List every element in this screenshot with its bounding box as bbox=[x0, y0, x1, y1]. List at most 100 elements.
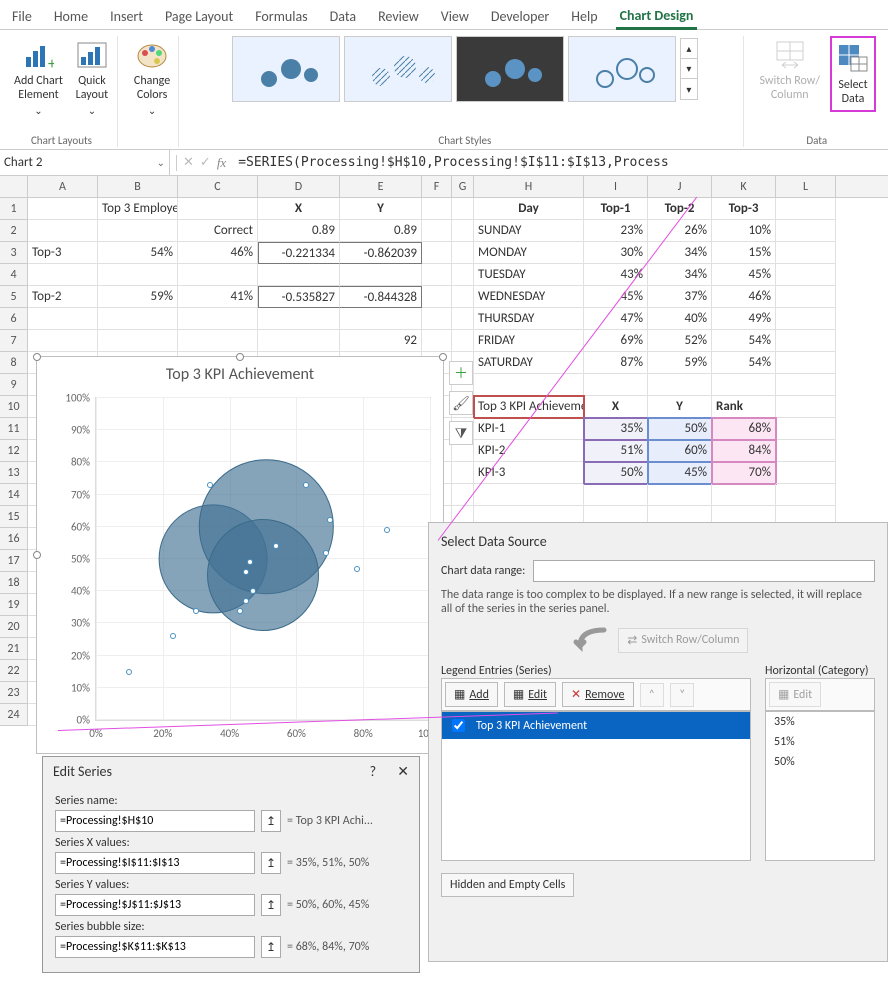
cell-L[interactable] bbox=[776, 440, 836, 462]
collapse-range-button[interactable]: ↥ bbox=[261, 936, 281, 958]
cell-A[interactable] bbox=[28, 308, 98, 330]
resize-handle[interactable] bbox=[33, 551, 41, 559]
cell-I[interactable]: 30% bbox=[584, 242, 648, 264]
tab-chart-design[interactable]: Chart Design bbox=[616, 4, 698, 30]
chart-style-1[interactable] bbox=[232, 36, 340, 102]
cell-J[interactable]: 26% bbox=[648, 220, 712, 242]
row-header-10[interactable]: 10 bbox=[0, 396, 28, 418]
cell-I[interactable] bbox=[584, 484, 648, 506]
cell-D[interactable] bbox=[258, 330, 340, 352]
cell-G[interactable] bbox=[452, 462, 474, 484]
cell-L[interactable] bbox=[776, 374, 836, 396]
cell-J[interactable]: 59% bbox=[648, 352, 712, 374]
help-button[interactable]: ? bbox=[370, 763, 377, 780]
cell-G[interactable] bbox=[452, 264, 474, 286]
cell-I[interactable]: X bbox=[584, 396, 648, 418]
row-header-13[interactable]: 13 bbox=[0, 462, 28, 484]
cell-L[interactable] bbox=[776, 396, 836, 418]
cell-K[interactable]: 54% bbox=[712, 330, 776, 352]
category-item[interactable]: 35% bbox=[766, 712, 874, 732]
cell-H[interactable]: TUESDAY bbox=[474, 264, 584, 286]
collapse-range-button[interactable]: ↥ bbox=[261, 852, 281, 874]
cell-J[interactable]: 34% bbox=[648, 242, 712, 264]
data-marker[interactable] bbox=[354, 566, 360, 572]
cell-L[interactable] bbox=[776, 352, 836, 374]
cell-I[interactable]: 87% bbox=[584, 352, 648, 374]
cell-A[interactable] bbox=[28, 198, 98, 220]
col-header-H[interactable]: H bbox=[474, 176, 584, 197]
cell-E[interactable] bbox=[340, 308, 422, 330]
row-header-9[interactable]: 9 bbox=[0, 374, 28, 396]
data-marker[interactable] bbox=[273, 543, 279, 549]
cell-C[interactable] bbox=[178, 264, 258, 286]
chart-styles-button[interactable]: 🖌 bbox=[449, 391, 473, 415]
cell-L[interactable] bbox=[776, 286, 836, 308]
quick-layout-button[interactable]: Quick Layout ⌄ bbox=[73, 36, 111, 119]
tab-developer[interactable]: Developer bbox=[487, 5, 553, 28]
series-down-button[interactable]: ˅ bbox=[670, 683, 694, 707]
col-header-L[interactable]: L bbox=[776, 176, 836, 197]
chart-filters-button[interactable]: ⧩ bbox=[449, 421, 473, 445]
data-marker[interactable] bbox=[327, 517, 333, 523]
row-header-14[interactable]: 14 bbox=[0, 484, 28, 506]
cell-D[interactable]: 0.89 bbox=[258, 220, 340, 242]
cell-K[interactable]: 15% bbox=[712, 242, 776, 264]
hidden-empty-cells-button[interactable]: Hidden and Empty Cells bbox=[441, 873, 574, 897]
cell-K[interactable]: 49% bbox=[712, 308, 776, 330]
cell-H[interactable] bbox=[474, 374, 584, 396]
cell-C[interactable]: Correct bbox=[178, 220, 258, 242]
legend-listbox[interactable]: Top 3 KPI Achievement bbox=[441, 711, 751, 861]
cell-L[interactable] bbox=[776, 220, 836, 242]
cell-J[interactable]: Y bbox=[648, 396, 712, 418]
cell-K[interactable]: 45% bbox=[712, 264, 776, 286]
cell-H[interactable]: THURSDAY bbox=[474, 308, 584, 330]
row-header-23[interactable]: 23 bbox=[0, 682, 28, 704]
row-header-6[interactable]: 6 bbox=[0, 308, 28, 330]
cell-I[interactable] bbox=[584, 374, 648, 396]
cell-D[interactable]: -0.221334 bbox=[258, 242, 340, 264]
data-marker[interactable] bbox=[243, 569, 249, 575]
col-header-K[interactable]: K bbox=[712, 176, 776, 197]
cell-H[interactable]: KPI-1 bbox=[474, 418, 584, 440]
bubble[interactable] bbox=[207, 519, 319, 631]
style-down-button[interactable]: ▾ bbox=[681, 59, 697, 79]
tab-page-layout[interactable]: Page Layout bbox=[161, 5, 237, 28]
change-colors-button[interactable]: Change Colors ⌄ bbox=[132, 36, 172, 119]
cell-G[interactable] bbox=[452, 220, 474, 242]
col-header-D[interactable]: D bbox=[258, 176, 340, 197]
cell-L[interactable] bbox=[776, 462, 836, 484]
fx-icon[interactable]: fx bbox=[217, 155, 226, 171]
cell-F[interactable] bbox=[422, 198, 452, 220]
name-box[interactable]: Chart 2 ⌄ bbox=[0, 150, 170, 175]
resize-handle[interactable] bbox=[33, 353, 41, 361]
cell-B[interactable]: 59% bbox=[98, 286, 178, 308]
cell-C[interactable]: 41% bbox=[178, 286, 258, 308]
cell-J[interactable]: 37% bbox=[648, 286, 712, 308]
cell-F[interactable] bbox=[422, 330, 452, 352]
collapse-range-button[interactable]: ↥ bbox=[261, 810, 281, 832]
chart-style-3[interactable] bbox=[456, 36, 564, 102]
switch-row-column-button[interactable]: Switch Row/ Column bbox=[758, 36, 822, 104]
resize-handle[interactable] bbox=[439, 353, 447, 361]
row-header-24[interactable]: 24 bbox=[0, 704, 28, 726]
cell-B[interactable] bbox=[98, 308, 178, 330]
cell-L[interactable] bbox=[776, 264, 836, 286]
add-series-button[interactable]: ▦Add bbox=[445, 682, 498, 707]
cell-E[interactable]: 0.89 bbox=[340, 220, 422, 242]
cell-K[interactable]: 68% bbox=[712, 418, 776, 440]
cell-H[interactable]: KPI-2 bbox=[474, 440, 584, 462]
cell-I[interactable]: 23% bbox=[584, 220, 648, 242]
cell-F[interactable] bbox=[422, 308, 452, 330]
style-up-button[interactable]: ▴ bbox=[681, 39, 697, 59]
data-marker[interactable] bbox=[193, 608, 199, 614]
row-header-16[interactable]: 16 bbox=[0, 528, 28, 550]
tab-help[interactable]: Help bbox=[567, 5, 601, 28]
cell-C[interactable] bbox=[178, 308, 258, 330]
category-listbox[interactable]: 35% 51% 50% bbox=[765, 711, 875, 861]
cell-K[interactable] bbox=[712, 374, 776, 396]
cell-H[interactable]: SATURDAY bbox=[474, 352, 584, 374]
series-up-button[interactable]: ˄ bbox=[640, 683, 664, 707]
cell-D[interactable]: X bbox=[258, 198, 340, 220]
cell-E[interactable]: -0.862039 bbox=[340, 242, 422, 264]
cell-L[interactable] bbox=[776, 198, 836, 220]
